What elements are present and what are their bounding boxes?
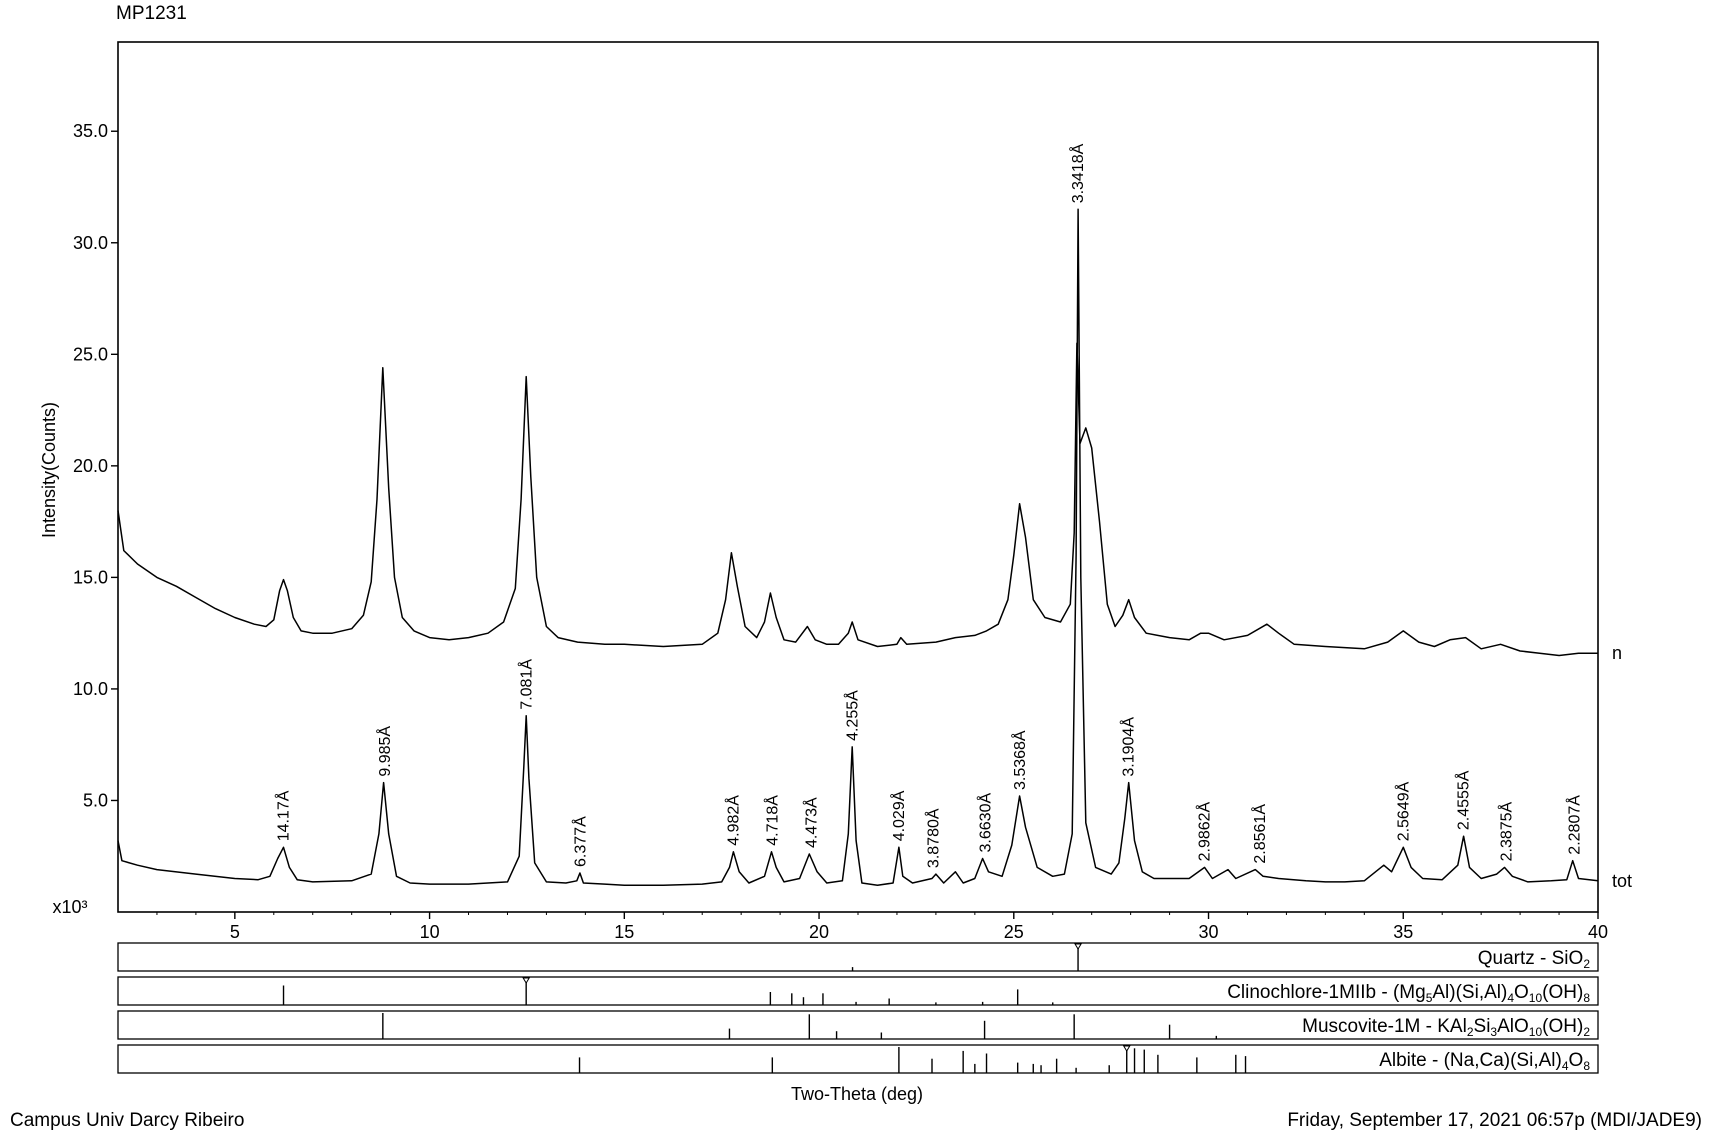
x-tick-label: 20 — [809, 922, 829, 942]
reference-marker — [1122, 1045, 1131, 1052]
reference-patterns: Quartz - SiO2​ Clinochlore-1MIIb - (Mg5​A… — [117, 942, 1599, 1074]
reference-panel-frame — [117, 1010, 1599, 1040]
y-axis: 5.0 10.0 15.0 20.0 25.0 30.0 35.0 — [73, 121, 118, 810]
reference-panel-frame — [117, 942, 1599, 972]
reference-marker — [522, 977, 531, 984]
peak-label: 4.255Å — [843, 690, 862, 741]
reference-label: Albite - (Na,Ca)(Si,Al)4​O8​ — [1379, 1050, 1590, 1073]
x-axis: 5 10 15 20 25 30 35 40 — [156, 912, 1608, 942]
peak-labels: 14.17Å 9.985Å 7.081Å 6.377Å 4.982Å 4.718Å 4.47… — [274, 143, 1584, 868]
reference-label: Muscovite-1M - KAl2​Si3​AlO10​(OH)2​ — [1302, 1016, 1590, 1039]
x-tick-label: 25 — [1004, 922, 1024, 942]
peak-label: 3.1904Å — [1119, 717, 1138, 777]
peak-label: 2.2807Å — [1565, 795, 1584, 855]
peak-label: 9.985Å — [375, 726, 394, 777]
x-tick-label: 10 — [420, 922, 440, 942]
reference-panel-quartz: Quartz - SiO2​ — [117, 942, 1599, 972]
y-axis-title: Intensity(Counts) — [39, 402, 59, 538]
series-label-tot: tot — [1612, 871, 1632, 891]
footer-location: Campus Univ Darcy Ribeiro — [10, 1110, 245, 1131]
peak-label: 3.6630Å — [975, 793, 994, 853]
reference-label: Quartz - SiO2​ — [1478, 948, 1591, 971]
x-tick-label: 5 — [230, 922, 240, 942]
reference-panel-frame — [117, 976, 1599, 1006]
y-multiplier-label: x10³ — [52, 897, 87, 917]
x-tick-label: 15 — [614, 922, 634, 942]
peak-label: 3.5368Å — [1010, 730, 1029, 790]
y-tick-label: 35.0 — [73, 121, 108, 141]
peak-label: 4.029Å — [889, 790, 908, 841]
reference-label: Clinochlore-1MIIb - (Mg5​Al)(Si,Al)4​O10… — [1227, 982, 1590, 1005]
peak-label: 2.9862Å — [1195, 801, 1214, 861]
series-line-tot — [117, 208, 1599, 886]
y-tick-label: 25.0 — [73, 344, 108, 364]
series-label-n: n — [1612, 643, 1622, 663]
y-tick-label: 15.0 — [73, 567, 108, 587]
peak-label: 2.8561Å — [1250, 804, 1269, 864]
sample-title: MP1231 — [116, 3, 187, 24]
peak-label: 3.8780Å — [924, 808, 943, 868]
peak-label: 2.3875Å — [1496, 801, 1515, 861]
footer-timestamp: Friday, September 17, 2021 06:57p (MDI/J… — [1287, 1110, 1702, 1131]
x-tick-label: 30 — [1199, 922, 1219, 942]
series-layer: n tot — [117, 208, 1632, 891]
y-tick-label: 30.0 — [73, 233, 108, 253]
peak-label: 14.17Å — [274, 790, 293, 841]
y-tick-label: 20.0 — [73, 456, 108, 476]
x-tick-label: 40 — [1588, 922, 1608, 942]
reference-panel-albite: Albite - (Na,Ca)(Si,Al)4​O8​ — [117, 1044, 1599, 1074]
x-axis-title: Two-Theta (deg) — [791, 1084, 923, 1104]
peak-label: 2.5649Å — [1393, 781, 1412, 841]
reference-panel-frame — [117, 1044, 1599, 1074]
peak-label: 2.4555Å — [1454, 770, 1473, 830]
peak-label: 4.718Å — [762, 795, 781, 846]
x-tick-label: 35 — [1393, 922, 1413, 942]
plot-frame — [117, 41, 1599, 913]
reference-marker — [1074, 943, 1082, 950]
series-line-n — [117, 342, 1598, 657]
reference-panel-clinochlore-1miib: Clinochlore-1MIIb - (Mg5​Al)(Si,Al)4​O10… — [117, 976, 1599, 1006]
peak-label: 4.473Å — [801, 797, 820, 848]
peak-label: 6.377Å — [571, 816, 590, 867]
peak-label: 7.081Å — [517, 659, 536, 710]
peak-label: 3.3418Å — [1068, 143, 1087, 203]
reference-panel-muscovite-1m: Muscovite-1M - KAl2​Si3​AlO10​(OH)2​ — [117, 1010, 1599, 1040]
y-tick-label: 10.0 — [73, 679, 108, 699]
y-tick-label: 5.0 — [83, 790, 108, 810]
peak-label: 4.982Å — [723, 795, 742, 846]
